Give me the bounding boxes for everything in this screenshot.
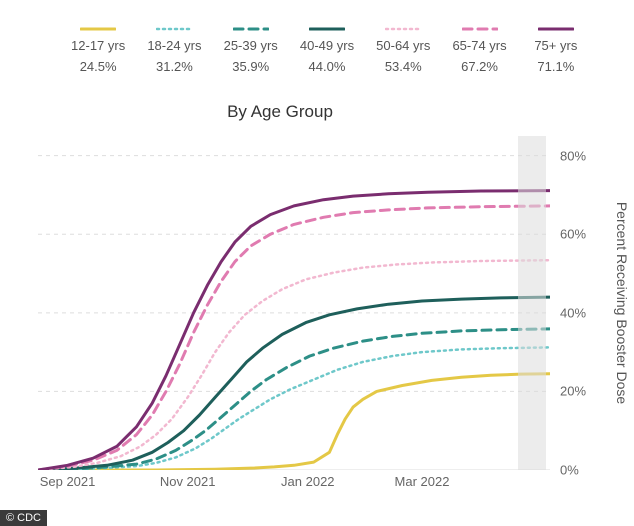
plot-area xyxy=(38,136,550,470)
legend-swatch xyxy=(538,22,574,36)
legend-value: 35.9% xyxy=(232,59,269,74)
y-tick-label: 0% xyxy=(560,463,579,478)
legend-swatch xyxy=(309,22,345,36)
legend-label: 75+ yrs xyxy=(534,38,577,53)
legend-label: 40-49 yrs xyxy=(300,38,354,53)
legend-item: 65-74 yrs 67.2% xyxy=(441,22,517,74)
legend-label: 65-74 yrs xyxy=(452,38,506,53)
legend-swatch xyxy=(156,22,192,36)
legend-value: 71.1% xyxy=(537,59,574,74)
legend-label: 25-39 yrs xyxy=(224,38,278,53)
highlight-band xyxy=(518,136,546,470)
legend-item: 18-24 yrs 31.2% xyxy=(136,22,212,74)
legend-label: 18-24 yrs xyxy=(147,38,201,53)
x-tick-label: Jan 2022 xyxy=(281,474,335,489)
y-tick-label: 60% xyxy=(560,227,586,242)
chart-svg xyxy=(38,136,550,470)
y-tick-label: 80% xyxy=(560,148,586,163)
x-tick-label: Nov 2021 xyxy=(160,474,216,489)
series-line xyxy=(38,206,550,470)
legend-value: 24.5% xyxy=(80,59,117,74)
chart-container: { "chart": { "type": "line", "title": "B… xyxy=(0,0,634,526)
y-axis-title: Percent Receiving Booster Dose xyxy=(612,136,632,470)
legend-item: 75+ yrs 71.1% xyxy=(518,22,594,74)
legend-value: 31.2% xyxy=(156,59,193,74)
x-tick-label: Mar 2022 xyxy=(395,474,450,489)
credit-badge: © CDC xyxy=(0,510,47,526)
series-line xyxy=(38,297,550,470)
legend-label: 50-64 yrs xyxy=(376,38,430,53)
legend-item: 40-49 yrs 44.0% xyxy=(289,22,365,74)
legend-label: 12-17 yrs xyxy=(71,38,125,53)
legend-value: 53.4% xyxy=(385,59,422,74)
legend-item: 25-39 yrs 35.9% xyxy=(213,22,289,74)
legend-swatch xyxy=(462,22,498,36)
legend: 12-17 yrs 24.5% 18-24 yrs 31.2% 25-39 yrs 35.… xyxy=(60,22,594,74)
legend-item: 50-64 yrs 53.4% xyxy=(365,22,441,74)
legend-swatch xyxy=(80,22,116,36)
chart-title: By Age Group xyxy=(0,102,560,122)
y-tick-label: 20% xyxy=(560,384,586,399)
legend-value: 44.0% xyxy=(309,59,346,74)
y-axis-labels: 0%20%40%60%80% xyxy=(556,136,606,470)
legend-swatch xyxy=(385,22,421,36)
legend-value: 67.2% xyxy=(461,59,498,74)
x-axis-labels: Sep 2021 Nov 2021 Jan 2022 Mar 2022 xyxy=(38,474,550,494)
x-tick-label: Sep 2021 xyxy=(40,474,96,489)
legend-swatch xyxy=(233,22,269,36)
y-tick-label: 40% xyxy=(560,305,586,320)
legend-item: 12-17 yrs 24.5% xyxy=(60,22,136,74)
